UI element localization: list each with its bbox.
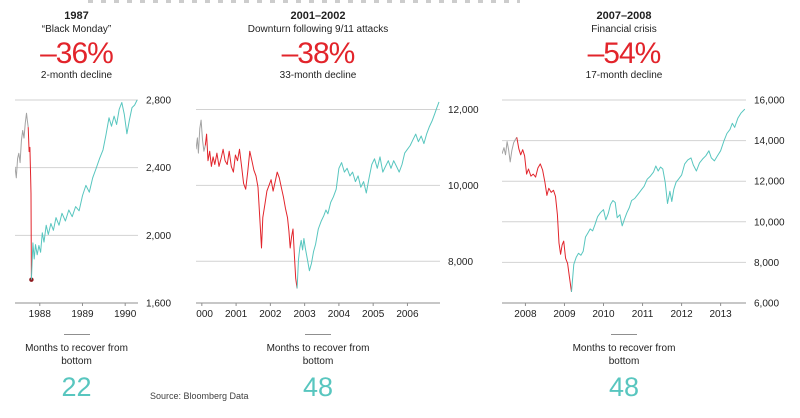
y-axis-label: 12,000 <box>754 176 785 187</box>
period-label: 2001–2002 <box>290 10 346 22</box>
series-decline-line <box>27 126 32 280</box>
panel-header: 2007–2008 Financial crisis –54% 17-month… <box>502 10 746 82</box>
recovery-months: 48 <box>608 371 640 402</box>
panel-footer: Months to recover from bottom 22 <box>15 333 138 403</box>
decline-duration: 2-month decline <box>40 69 113 81</box>
y-axis-label: 12,000 <box>448 105 479 116</box>
y-axis-label: 2,800 <box>146 95 171 106</box>
x-axis-label: 2004 <box>328 309 351 320</box>
panel-1987: 1987 “Black Monday” –36% 2-month decline… <box>14 10 180 403</box>
line-chart-2007-2008: 6,000 8,000 10,000 12,000 14,000 16,000 2008 20… <box>501 90 794 322</box>
y-axis-label: 2,400 <box>146 163 171 174</box>
y-axis-label: 10,000 <box>448 181 479 192</box>
source-credit: Source: Bloomberg Data <box>150 391 249 401</box>
y-axis-label: 8,000 <box>754 258 779 269</box>
x-axis-label: 1988 <box>29 309 52 320</box>
recovery-months: 22 <box>61 371 92 402</box>
y-axis-label: 6,000 <box>754 298 779 309</box>
panel-2001-2002: 2001–2002 Downturn following 9/11 attack… <box>191 10 488 403</box>
decline-duration: 33-month decline <box>279 69 357 81</box>
series-recovery-line <box>296 101 440 289</box>
recovery-caption: Months to recover from bottom <box>502 342 746 368</box>
recovery-months: 48 <box>302 371 334 402</box>
chart-svg: 8,000 10,000 12,000 2000 2001 2002 2003 2004 200… <box>191 101 479 320</box>
x-axis-label: 2003 <box>294 309 317 320</box>
x-axis-label: 2008 <box>514 309 537 320</box>
line-chart-1987: 1,600 2,000 2,400 2,800 1988 1989 1990 <box>14 90 180 322</box>
x-axis-label: 2006 <box>396 309 419 320</box>
period-label: 2007–2008 <box>596 10 652 22</box>
x-axis-label: 2002 <box>259 309 282 320</box>
x-axis-label: 2000 <box>196 309 213 320</box>
y-axis-label: 1,600 <box>146 298 171 309</box>
x-axis-label: 2001 <box>225 309 248 320</box>
recovery-caption-line1: Months to recover from <box>572 342 676 354</box>
decline-percent: –38% <box>281 37 356 71</box>
recovery-caption-line1: Months to recover from <box>266 342 370 354</box>
x-axis-label: 2012 <box>670 309 693 320</box>
recovery-caption: Months to recover from bottom <box>15 342 138 368</box>
series-pre-decline-line <box>501 136 518 163</box>
cropped-headline-remnant <box>88 0 520 3</box>
series-recovery-line <box>571 108 746 292</box>
y-axis-label: 2,000 <box>146 231 171 242</box>
x-axis-label: 2005 <box>362 309 385 320</box>
decline-percent: –36% <box>40 37 114 71</box>
recovery-caption-line2: bottom <box>302 355 334 367</box>
panel-footer: Months to recover from bottom 48 <box>196 333 440 403</box>
event-label: Downturn following 9/11 attacks <box>247 24 389 36</box>
series-decline-line <box>516 136 572 292</box>
decline-percent: –54% <box>587 37 662 71</box>
x-axis-label: 1990 <box>114 309 137 320</box>
series-recovery-line <box>30 99 138 280</box>
recovery-caption-line2: bottom <box>61 355 92 367</box>
period-label: 1987 <box>64 10 89 22</box>
series-pre-decline-line <box>195 119 206 154</box>
panel-2007-2008: 2007–2008 Financial crisis –54% 17-month… <box>501 10 794 403</box>
event-label: “Black Monday” <box>41 24 112 36</box>
y-axis-label: 16,000 <box>754 95 785 106</box>
y-axis-label: 10,000 <box>754 217 785 228</box>
series-decline-line <box>204 133 298 289</box>
panel-header: 1987 “Black Monday” –36% 2-month decline <box>15 10 138 82</box>
decline-duration: 17-month decline <box>585 69 663 81</box>
recovery-caption-line2: bottom <box>608 355 640 367</box>
line-chart-2001-2002: 8,000 10,000 12,000 2000 2001 2002 2003 2004 200… <box>191 90 488 322</box>
chart-svg: 1,600 2,000 2,400 2,800 1988 1989 1990 <box>14 95 171 320</box>
recovery-caption-line1: Months to recover from <box>25 342 128 354</box>
x-axis-label: 2010 <box>592 309 615 320</box>
y-axis-label: 8,000 <box>448 256 473 267</box>
x-axis-label: 2013 <box>709 309 732 320</box>
panel-header: 2001–2002 Downturn following 9/11 attack… <box>196 10 440 82</box>
x-axis-label: 2009 <box>553 309 576 320</box>
event-label: Financial crisis <box>591 24 657 36</box>
series-pre-decline-line <box>14 112 29 178</box>
bottom-point-marker <box>29 277 34 282</box>
recovery-caption: Months to recover from bottom <box>196 342 440 368</box>
x-axis-label: 2011 <box>632 309 654 320</box>
divider-line <box>63 333 90 335</box>
panel-footer: Months to recover from bottom 48 <box>502 333 746 403</box>
divider-line <box>611 333 637 335</box>
x-axis-label: 1989 <box>71 309 94 320</box>
chart-svg: 6,000 8,000 10,000 12,000 14,000 16,000 2008 20… <box>501 95 785 320</box>
divider-line <box>305 333 331 335</box>
y-axis-label: 14,000 <box>754 136 785 147</box>
